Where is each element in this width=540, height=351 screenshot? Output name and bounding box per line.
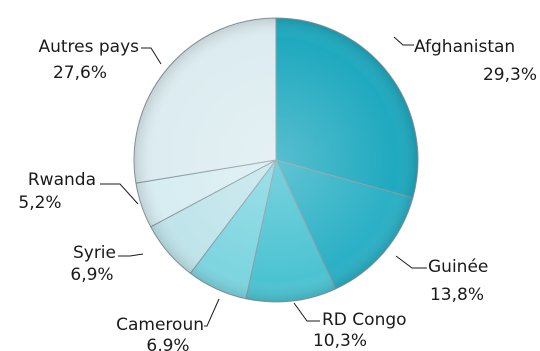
slice-percent-rwanda: 5,2% [18,193,61,213]
pie-slice-autres-pays [133,17,277,184]
slice-percent-cameroun: 6,9% [146,336,189,351]
slice-labels: Afghanistan 29,3% Guinée 13,8% RD Congo10,3%… [18,37,537,351]
slice-name-rd-congo: RD Congo [322,310,407,330]
slice-percent-rd-congo: 10,3% [313,331,367,351]
slice-percent-syrie: 6,9% [70,265,113,285]
leader-line-afghanistan [393,36,414,46]
leader-line-autres-pays [141,47,162,65]
slice-percent-afghanistan: 29,3% [483,65,537,85]
leader-line-guinee [395,255,427,269]
slice-name-rwanda: Rwanda [28,170,96,190]
leader-line-rwanda [100,183,139,205]
leader-line-syrie [118,253,144,257]
slice-name-cameroun: Cameroun [116,315,204,335]
pie-slices [133,17,419,303]
slice-name-afghanistan: Afghanistan [414,37,515,57]
slice-percent-guinee: 13,8% [430,285,484,305]
leader-line-rd-congo [293,302,320,322]
slice-name-guinee: Guinée [428,257,488,277]
slice-percent-autres-pays: 27,6% [53,63,107,83]
slice-name-syrie: Syrie [73,243,116,263]
leader-lines [100,36,427,327]
slice-name-autres-pays: Autres pays [38,37,139,57]
leader-line-cameroun [204,298,220,327]
